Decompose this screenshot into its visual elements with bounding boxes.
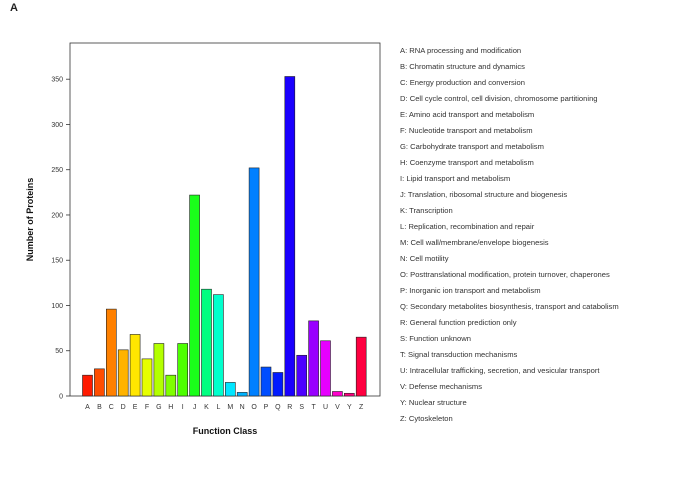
legend-item: H: Coenzyme transport and metabolism [400, 158, 534, 167]
plot-border [69, 42, 381, 397]
bar-F [141, 358, 153, 397]
legend-item: Y: Nuclear structure [400, 398, 467, 407]
bar-A [82, 374, 93, 397]
x-tick-label: D [121, 404, 126, 411]
x-tick-label: Z [359, 404, 364, 411]
x-tick-label: Q [275, 404, 281, 411]
bar-V [332, 391, 343, 397]
legend: A: RNA processing and modification B: Chr… [400, 43, 619, 427]
x-tick-label: C [109, 404, 114, 411]
y-tick-label: 350 [51, 77, 63, 84]
bar-T [308, 320, 319, 397]
x-tick-label: A [85, 404, 90, 411]
bar-N [236, 392, 248, 397]
legend-item: J: Translation, ribosomal structure and … [400, 190, 568, 199]
bar-L [213, 294, 224, 397]
legend-item: G: Carbohydrate transport and metabolism [400, 142, 544, 151]
x-tick-label: G [156, 404, 161, 411]
legend-item: M: Cell wall/membrane/envelope biogenesi… [400, 238, 549, 247]
bar-R [284, 76, 296, 397]
x-tick-label: P [264, 404, 269, 411]
y-axis: 0 50 100 150 200 250 300 350 [51, 77, 70, 401]
x-tick-label: T [311, 404, 316, 411]
x-tick-label: J [193, 404, 197, 411]
legend-item: E: Amino acid transport and metabolism [400, 110, 535, 119]
bar-I [177, 343, 188, 397]
y-axis-title: Number of Proteins [25, 178, 35, 262]
bar-B [94, 368, 105, 397]
legend-item: K: Transcription [400, 206, 453, 215]
x-tick-label: N [240, 404, 245, 411]
bar-U [320, 340, 331, 397]
bar-Y [343, 392, 355, 397]
legend-item: C: Energy production and conversion [400, 78, 525, 87]
bar-D [117, 349, 129, 397]
legend-item: I: Lipid transport and metabolism [400, 174, 511, 183]
legend-item: O: Posttranslational modification, prote… [400, 270, 610, 279]
x-tick-label: Y [347, 404, 352, 411]
legend-item: F: Nucleotide transport and metabolism [400, 126, 533, 135]
legend-item: A: RNA processing and modification [400, 46, 522, 55]
x-tick-label: E [133, 404, 138, 411]
bar-P [260, 366, 272, 397]
bars [82, 76, 367, 397]
legend-item: T: Signal transduction mechanisms [400, 350, 518, 359]
bar-H [165, 374, 177, 397]
legend-item: U: Intracellular trafficking, secretion,… [400, 366, 600, 375]
x-tick-label: F [145, 404, 149, 411]
bar-Z [355, 336, 367, 397]
legend-item: N: Cell motility [400, 254, 449, 263]
bar-G [153, 343, 165, 397]
bar-K [201, 288, 212, 397]
x-axis-title: Function Class [193, 426, 258, 436]
legend-item: P: Inorganic ion transport and metabolis… [400, 286, 541, 295]
bar-C [106, 308, 117, 397]
legend-item: Z: Cytoskeleton [400, 414, 453, 423]
y-tick-label: 50 [55, 348, 63, 355]
y-tick-label: 250 [51, 167, 63, 174]
legend-item: B: Chromatin structure and dynamics [400, 62, 525, 71]
x-tick-label: L [216, 404, 220, 411]
x-tick-label: M [227, 404, 233, 411]
x-tick-label: B [97, 404, 102, 411]
plot-frame [69, 42, 381, 397]
y-tick-label: 0 [59, 394, 63, 401]
panel-label: A [10, 2, 18, 14]
x-tick-label: U [323, 404, 328, 411]
x-tick-label: H [168, 404, 173, 411]
legend-item: L: Replication, recombination and repair [400, 222, 535, 231]
bar-S [296, 354, 308, 397]
bar-Q [272, 372, 284, 397]
bar-E [129, 334, 141, 397]
y-tick-label: 100 [51, 303, 63, 310]
legend-item: R: General function prediction only [400, 318, 517, 327]
x-tick-label: R [287, 404, 292, 411]
y-tick-label: 150 [51, 258, 63, 265]
x-tick-label: O [251, 404, 257, 411]
bar-M [225, 382, 236, 397]
y-tick-label: 300 [51, 122, 63, 129]
x-tick-label: K [204, 404, 209, 411]
y-tick-label: 200 [51, 212, 63, 219]
x-tick-label: S [299, 404, 304, 411]
legend-item: V: Defense mechanisms [400, 382, 483, 391]
x-tick-label: I [182, 404, 184, 411]
bar-O [248, 167, 260, 397]
x-tick-label: V [335, 404, 340, 411]
legend-item: D: Cell cycle control, cell division, ch… [400, 94, 598, 103]
legend-item: S: Function unknown [400, 334, 471, 343]
legend-item: Q: Secondary metabolites biosynthesis, t… [400, 302, 619, 311]
bar-J [189, 194, 200, 397]
